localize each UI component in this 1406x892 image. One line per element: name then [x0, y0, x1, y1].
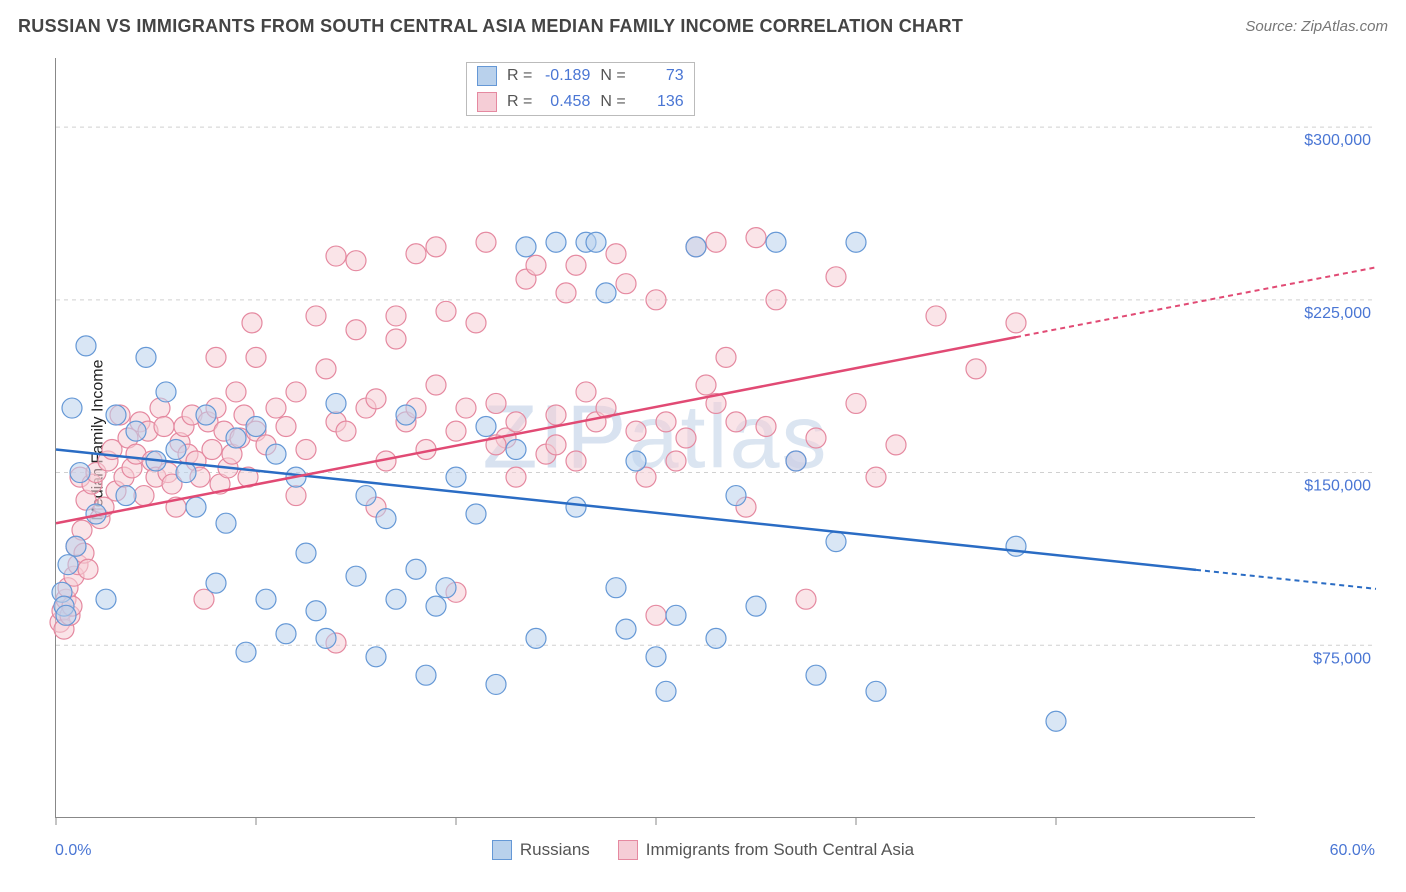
svg-text:$75,000: $75,000: [1313, 650, 1371, 667]
chart-header: RUSSIAN VS IMMIGRANTS FROM SOUTH CENTRAL…: [18, 16, 1388, 37]
svg-text:$150,000: $150,000: [1304, 478, 1371, 495]
legend-item-2: Immigrants from South Central Asia: [618, 840, 914, 860]
legend-swatch-pink: [618, 840, 638, 860]
swatch-pink: [477, 92, 497, 112]
legend-item-1: Russians: [492, 840, 590, 860]
plot-area: ZIPatlas R = -0.189 N = 73 R = 0.458 N =…: [55, 58, 1255, 818]
stats-row-2: R = 0.458 N = 136: [467, 89, 694, 115]
svg-text:$300,000: $300,000: [1304, 132, 1371, 149]
bottom-legend: Russians Immigrants from South Central A…: [0, 840, 1406, 860]
stats-row-1: R = -0.189 N = 73: [467, 63, 694, 89]
svg-text:$225,000: $225,000: [1304, 305, 1371, 322]
legend-swatch-blue: [492, 840, 512, 860]
chart-title: RUSSIAN VS IMMIGRANTS FROM SOUTH CENTRAL…: [18, 16, 963, 37]
swatch-blue: [477, 66, 497, 86]
chart-svg: $75,000 $150,000 $225,000 $300,000: [56, 58, 1376, 818]
chart-source: Source: ZipAtlas.com: [1245, 18, 1388, 35]
stats-legend: R = -0.189 N = 73 R = 0.458 N = 136: [466, 62, 695, 116]
